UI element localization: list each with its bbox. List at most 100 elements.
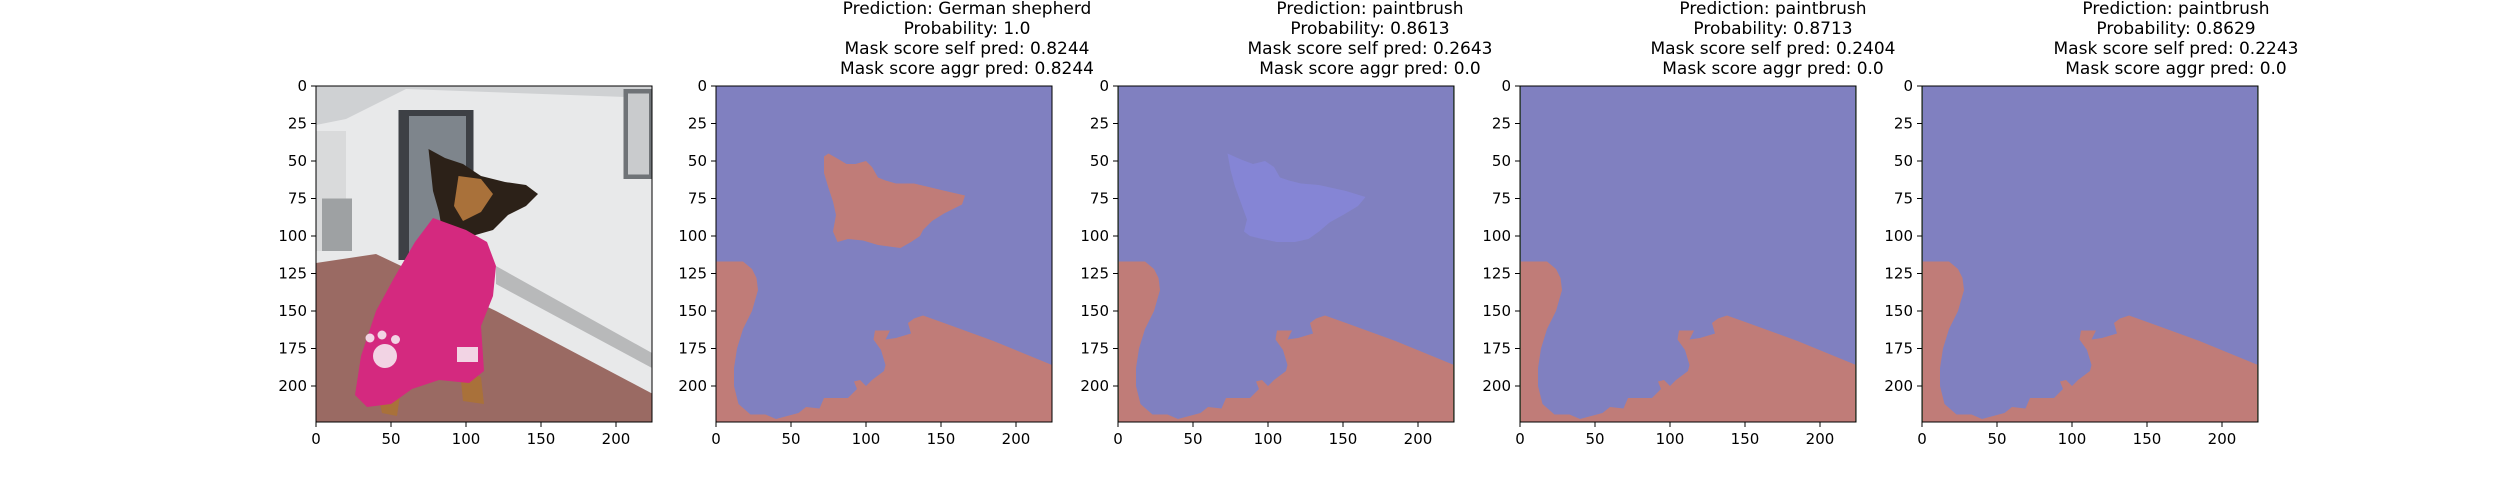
panel-3-y-tick-label-8: 200 (1080, 377, 1109, 395)
panel-1-x-tick-label-0: 0 (311, 430, 321, 448)
panel-4-title-line-2: Probability: 0.8713 (1693, 19, 1853, 39)
panel-2-image-content (716, 86, 1052, 422)
panel-5-x-tick-label-1: 50 (1987, 430, 2006, 448)
panel-2-axes: 0 50 100 150 200 0 25 50 75 100 125 150 175 200 (678, 77, 1053, 448)
panel-2-x-tick-label-4: 200 (1002, 430, 1031, 448)
panel-4-axes: 0 50 100 150 200 0 25 50 75 100 125 150 175 200 (1482, 77, 1857, 448)
photo-towel-paw (373, 344, 397, 368)
panel-5-y-tick-label-4: 100 (1884, 227, 1913, 245)
panel-3-mask-head-region (1227, 153, 1366, 242)
panel-1-y-tick-label-1: 25 (288, 115, 307, 133)
panel-1-y-tick-label-6: 150 (278, 302, 307, 320)
panel-4-image-content (1520, 86, 1856, 422)
panel-1-y-tick-label-5: 125 (278, 265, 307, 283)
photo-railing (322, 198, 352, 251)
panel-2-mask-head-region (824, 153, 965, 248)
panel-3-x-tick-label-1: 50 (1183, 430, 1202, 448)
panel-5-y-tick-label-8: 200 (1884, 377, 1913, 395)
panel-2-y-tick-label-1: 25 (688, 115, 707, 133)
panel-5-title-line-3: Mask score self pred: 0.2243 (2053, 39, 2299, 59)
panel-3-y-tick-label-5: 125 (1080, 265, 1109, 283)
panel-1-x-tick-label-3: 150 (527, 430, 556, 448)
panel-5-y-tick-label-7: 175 (1884, 340, 1913, 358)
panel-5-x-tick-label-2: 100 (2058, 430, 2087, 448)
panel-5-y-tick-label-3: 75 (1894, 190, 1913, 208)
panel-3-mask-red-region (1118, 261, 1454, 422)
panel-3-x-tick-label-2: 100 (1254, 430, 1283, 448)
panel-4-x-tick-label-0: 0 (1515, 430, 1525, 448)
panel-4-title-line-4: Mask score aggr pred: 0.0 (1662, 59, 1884, 79)
photo-towel-paw-toe-2 (377, 330, 387, 340)
panel-2-y-tick-label-5: 125 (678, 265, 707, 283)
panel-5-y-tick-label-6: 150 (1884, 302, 1913, 320)
panel-2-x-tick-label-0: 0 (711, 430, 721, 448)
panel-2-image (716, 86, 1052, 422)
panel-3-title-line-2: Probability: 0.8613 (1290, 19, 1450, 39)
panel-3-y-tick-label-7: 175 (1080, 340, 1109, 358)
panel-5-image-content (1922, 86, 2258, 422)
panel-4-y-tick-label-8: 200 (1482, 377, 1511, 395)
photo-towel-paw-toe-1 (365, 333, 375, 343)
panel-3-image-content (1118, 86, 1454, 422)
photo-towel-paw-toe-3 (391, 335, 400, 344)
panel-3-title-line-3: Mask score self pred: 0.2643 (1247, 39, 1493, 59)
panel-5-x-tick-label-4: 200 (2208, 430, 2237, 448)
panel-5-title: Prediction: paintbrush Probability: 0.86… (1966, 0, 2386, 79)
panel-5-x-tick-label-3: 150 (2133, 430, 2162, 448)
panel-1-x-tick-label-2: 100 (452, 430, 481, 448)
panel-5-frame (1921, 85, 2259, 423)
panel-5-axes: 0 50 100 150 200 0 25 50 75 100 125 150 175 200 (1884, 77, 2259, 448)
panel-4-y-tick-label-0: 0 (1501, 77, 1511, 95)
panel-4-y-tick-label-6: 150 (1482, 302, 1511, 320)
panel-2-mask-red-region (716, 261, 1052, 422)
panel-2-title-line-1: Prediction: German shepherd (842, 0, 1092, 19)
panel-3-x-tick-label-4: 200 (1404, 430, 1433, 448)
panel-2-x-tick-label-3: 150 (927, 430, 956, 448)
panel-2-y-tick-label-2: 50 (688, 152, 707, 170)
panel-1-y-tick-label-8: 200 (278, 377, 307, 395)
panel-4-y-tick-label-7: 175 (1482, 340, 1511, 358)
photo-window-glass (628, 93, 649, 175)
panel-1-y-tick-label-0: 0 (297, 77, 307, 95)
panel-2-y-tick-label-7: 175 (678, 340, 707, 358)
panel-1-frame (315, 85, 653, 423)
panel-5-title-line-4: Mask score aggr pred: 0.0 (2065, 59, 2287, 79)
panel-4-x-tick-label-4: 200 (1806, 430, 1835, 448)
panel-5-y-tick-label-2: 50 (1894, 152, 1913, 170)
panel-3-title-line-1: Prediction: paintbrush (1276, 0, 1464, 19)
panel-2-x-tick-label-2: 100 (852, 430, 881, 448)
panel-5-x-tick-label-0: 0 (1917, 430, 1927, 448)
panel-3-y-tick-label-3: 75 (1090, 190, 1109, 208)
panel-4-y-tick-label-4: 100 (1482, 227, 1511, 245)
panel-3-axes: 0 50 100 150 200 0 25 50 75 100 125 150 175 200 (1080, 77, 1455, 448)
panel-4-y-tick-label-2: 50 (1492, 152, 1511, 170)
panel-4-title-line-1: Prediction: paintbrush (1679, 0, 1867, 19)
panel-3-x-tick-label-3: 150 (1329, 430, 1358, 448)
panel-2-frame (715, 85, 1053, 423)
panel-2-x-tick-label-1: 50 (781, 430, 800, 448)
panel-4-y-tick-label-1: 25 (1492, 115, 1511, 133)
panel-4-x-tick-label-3: 150 (1731, 430, 1760, 448)
panel-2-y-tick-label-0: 0 (697, 77, 707, 95)
panel-3-y-tick-label-6: 150 (1080, 302, 1109, 320)
panel-1-y-tick-label-2: 50 (288, 152, 307, 170)
panel-4-title: Prediction: paintbrush Probability: 0.87… (1563, 0, 1983, 79)
panel-1-image-content (316, 86, 652, 422)
panel-1-y-tick-label-3: 75 (288, 190, 307, 208)
panel-2-y-tick-label-6: 150 (678, 302, 707, 320)
panel-1-y-tick-label-7: 175 (278, 340, 307, 358)
panel-1-x-tick-label-4: 200 (602, 430, 631, 448)
panel-3-x-tick-label-0: 0 (1113, 430, 1123, 448)
photo-wall-base (496, 266, 652, 368)
panel-3-y-tick-label-2: 50 (1090, 152, 1109, 170)
panel-2-title-line-4: Mask score aggr pred: 0.8244 (840, 59, 1094, 79)
panel-3-title: Prediction: paintbrush Probability: 0.86… (1160, 0, 1580, 79)
panel-3-y-tick-label-0: 0 (1099, 77, 1109, 95)
panel-4-frame (1519, 85, 1857, 423)
panel-3-y-tick-label-1: 25 (1090, 115, 1109, 133)
photo-upper-wall (316, 86, 652, 125)
panel-2-y-tick-label-4: 100 (678, 227, 707, 245)
panel-2-y-tick-label-8: 200 (678, 377, 707, 395)
